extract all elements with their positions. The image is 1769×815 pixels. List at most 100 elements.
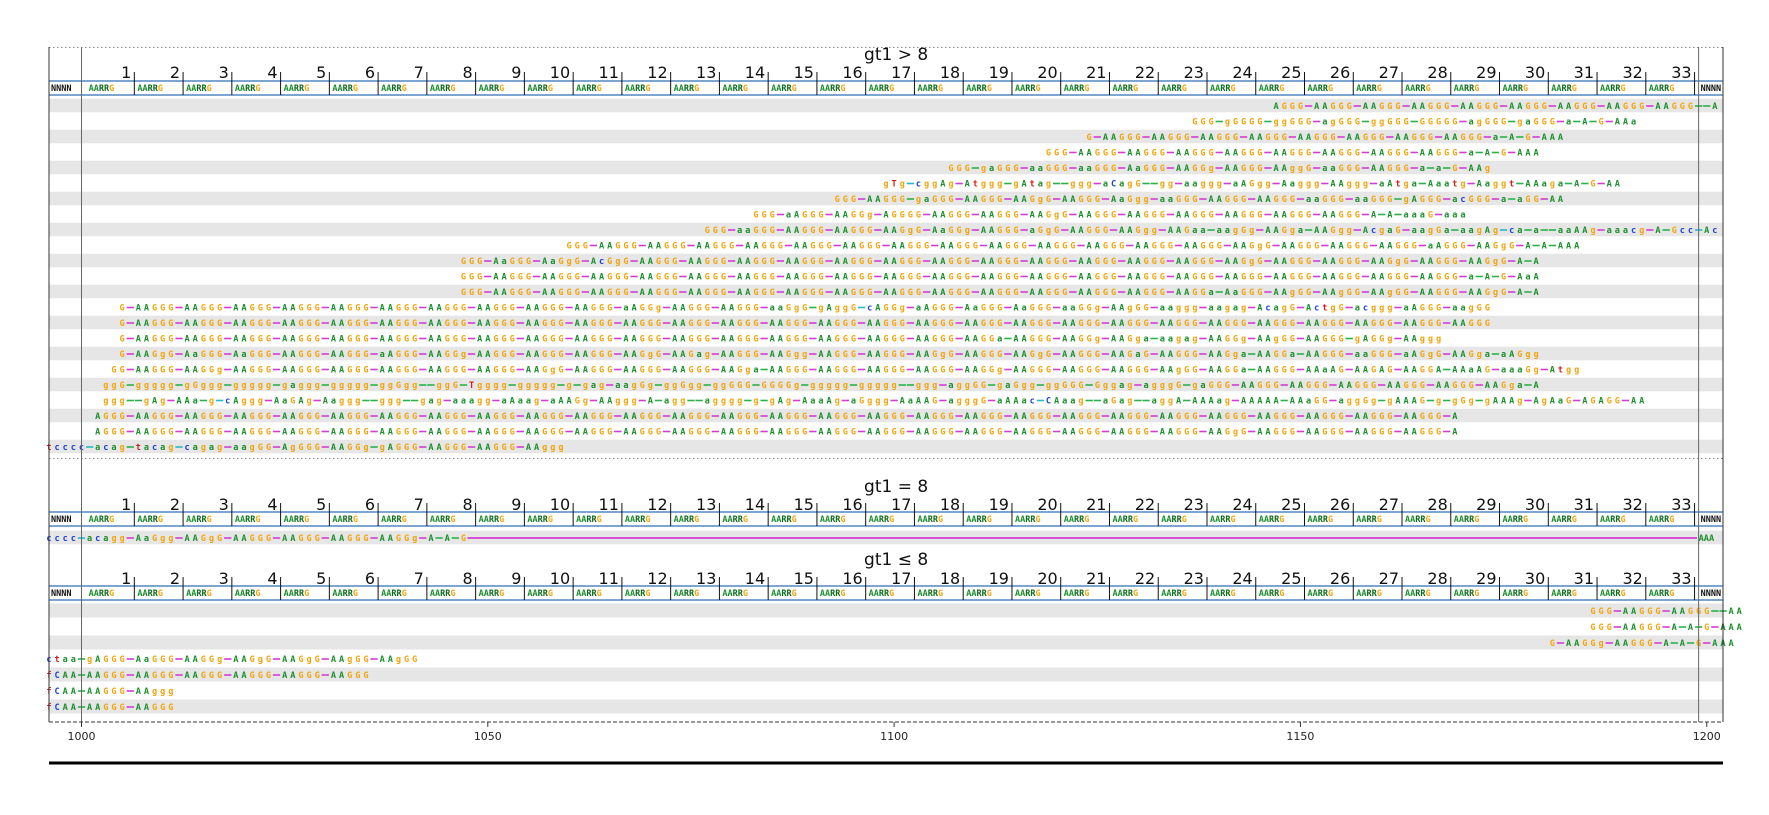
repeat-number: 8 [462, 495, 472, 514]
repeat-cell: AARRG [1600, 84, 1626, 94]
base: G [1095, 273, 1100, 283]
base: a [1468, 366, 1473, 376]
base: G [1249, 118, 1254, 128]
repeat-number: 10 [550, 569, 570, 588]
base: G [1525, 133, 1530, 143]
base: g [802, 350, 807, 360]
base: g [672, 381, 677, 391]
base: A [1403, 335, 1409, 345]
base: G [1631, 102, 1636, 112]
base: A [185, 428, 191, 438]
base: G [298, 319, 303, 329]
base: G [315, 350, 320, 360]
base: G [843, 412, 848, 422]
base: G [160, 428, 165, 438]
base: A [631, 428, 637, 438]
base: G [1379, 319, 1384, 329]
base: A [940, 211, 946, 221]
base: A [1314, 412, 1320, 422]
base: A [339, 412, 345, 422]
base: g [120, 443, 125, 453]
base: G [1468, 133, 1473, 143]
base: G [209, 335, 214, 345]
base: A [1282, 273, 1288, 283]
base: G [1371, 195, 1376, 205]
base: A [290, 428, 296, 438]
base: A [623, 366, 629, 376]
base: A [1152, 133, 1158, 143]
repeat-cell: AARRG [1405, 515, 1431, 525]
base: g [965, 397, 970, 407]
base: A [770, 412, 776, 422]
base: A [380, 655, 386, 665]
base: g [1338, 226, 1343, 236]
base: A [1420, 257, 1426, 267]
base: G [1152, 242, 1157, 252]
base: c [63, 443, 68, 453]
base: a [518, 397, 523, 407]
base: G [607, 428, 612, 438]
base: A [1477, 257, 1483, 267]
base: g [160, 534, 165, 544]
base: g [835, 397, 840, 407]
repeat-cell: AARRG [430, 589, 456, 599]
base: g [721, 381, 726, 391]
base: G [250, 655, 255, 665]
base: G [412, 350, 417, 360]
base: A [1558, 102, 1564, 112]
base: A [1534, 149, 1540, 159]
base: a [940, 226, 945, 236]
base: A [973, 195, 979, 205]
base: A [1022, 335, 1028, 345]
base: G [1241, 164, 1246, 174]
base: A [331, 655, 337, 665]
base: G [209, 319, 214, 329]
base: G [250, 304, 255, 314]
base: A [1282, 257, 1288, 267]
base: A [1460, 350, 1466, 360]
base: G [688, 335, 693, 345]
base: G [591, 412, 596, 422]
base: A [339, 319, 345, 329]
base: G [250, 428, 255, 438]
base: G [1127, 366, 1132, 376]
repeat-cell: AARRG [381, 84, 407, 94]
base: A [883, 226, 889, 236]
base: g [1493, 288, 1498, 298]
base: g [835, 381, 840, 391]
base: G [168, 412, 173, 422]
base: A [835, 211, 841, 221]
base: G [1087, 304, 1092, 314]
base: G [1428, 195, 1433, 205]
base: g [875, 397, 880, 407]
base: C [55, 703, 60, 713]
base: A [428, 443, 434, 453]
base: G [640, 428, 645, 438]
base: A [241, 534, 247, 544]
base: G [1347, 102, 1352, 112]
base: a [1168, 304, 1173, 314]
base: G [1363, 397, 1368, 407]
base: A [436, 304, 442, 314]
base: G [1143, 319, 1148, 329]
base: G [1176, 195, 1181, 205]
base: G [1688, 607, 1693, 617]
base: A [1087, 149, 1093, 159]
base: G [688, 350, 693, 360]
base: G [258, 366, 263, 376]
base: G [266, 319, 271, 329]
base: G [737, 350, 742, 360]
base: G [1233, 335, 1238, 345]
base: A [87, 703, 93, 713]
base: G [607, 273, 612, 283]
repeat-cell: AARRG [869, 589, 895, 599]
base: A [339, 443, 345, 453]
base: A [331, 304, 337, 314]
base: A [1314, 319, 1320, 329]
base: A [1517, 288, 1523, 298]
base: G [404, 366, 409, 376]
base: G [298, 443, 303, 453]
base: G [1013, 211, 1018, 221]
base: A [233, 366, 239, 376]
